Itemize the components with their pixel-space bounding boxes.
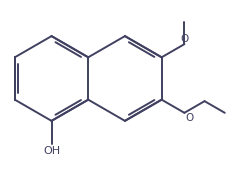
Text: O: O: [180, 34, 188, 44]
Text: O: O: [185, 113, 193, 123]
Text: OH: OH: [43, 146, 60, 156]
